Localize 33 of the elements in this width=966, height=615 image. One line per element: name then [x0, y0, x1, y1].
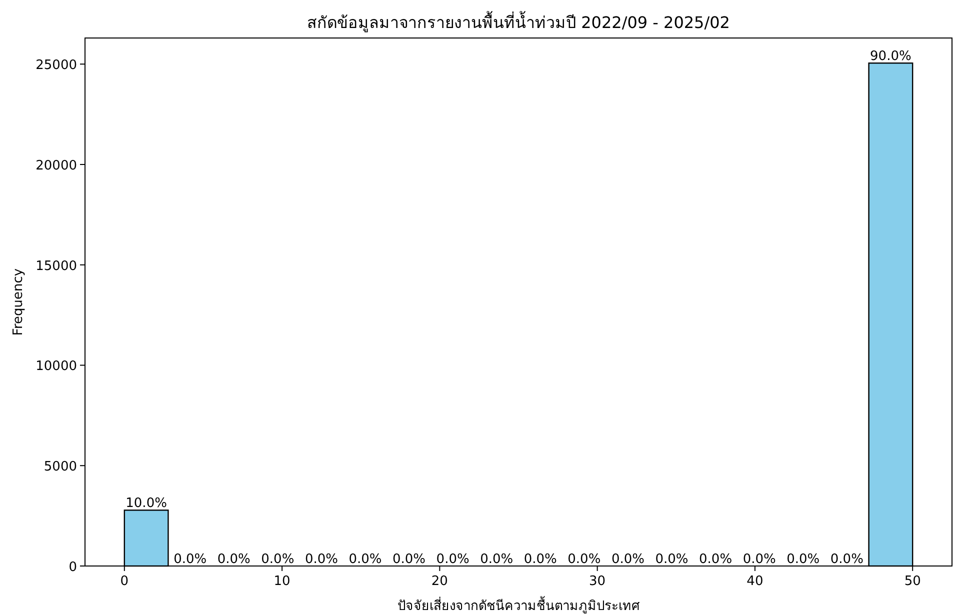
- annotation: 0.0%: [348, 552, 382, 567]
- y-axis-title: Frequency: [11, 268, 26, 336]
- y-tick-label: 15000: [36, 258, 77, 274]
- annotation: 0.0%: [217, 552, 250, 567]
- y-tick-label: 10000: [36, 359, 77, 374]
- x-tick-label: 0: [120, 574, 129, 589]
- x-tick-label: 50: [904, 574, 921, 589]
- annotation: 90.0%: [870, 49, 912, 64]
- x-tick-label: 40: [746, 574, 764, 589]
- annotation: 0.0%: [655, 552, 688, 567]
- annotation: 0.0%: [611, 552, 644, 567]
- x-tick-label: 20: [431, 574, 448, 589]
- annotation: 0.0%: [699, 552, 732, 567]
- y-tick-label: 20000: [36, 158, 77, 174]
- annotation: 0.0%: [568, 552, 601, 567]
- annotation: 0.0%: [261, 552, 294, 567]
- annotation: 0.0%: [436, 552, 470, 567]
- annotation: 0.0%: [742, 552, 776, 567]
- annotation: 0.0%: [392, 552, 426, 567]
- annotation: 0.0%: [304, 552, 338, 567]
- x-axis-title: ปัจจัยเสี่ยงจากดัชนีความชื้นตามภูมิประเทศ: [398, 596, 640, 614]
- y-tick-label: 0: [68, 560, 77, 575]
- annotation: 0.0%: [786, 552, 820, 567]
- annotation: 0.0%: [524, 552, 557, 567]
- annotation: 0.0%: [830, 552, 864, 567]
- annotation: 0.0%: [174, 552, 207, 567]
- annotation: 0.0%: [480, 552, 514, 567]
- y-tick-label: 5000: [44, 460, 77, 475]
- y-tick-label: 25000: [36, 58, 77, 74]
- annotation: 10.0%: [126, 496, 167, 512]
- x-tick-label: 30: [589, 574, 606, 589]
- x-tick-label: 10: [274, 574, 290, 589]
- chart-title: สกัดข้อมูลมาจากรายงานพื้นที่น้ำท่วมปี 2022/09 - 2025/02: [307, 11, 730, 33]
